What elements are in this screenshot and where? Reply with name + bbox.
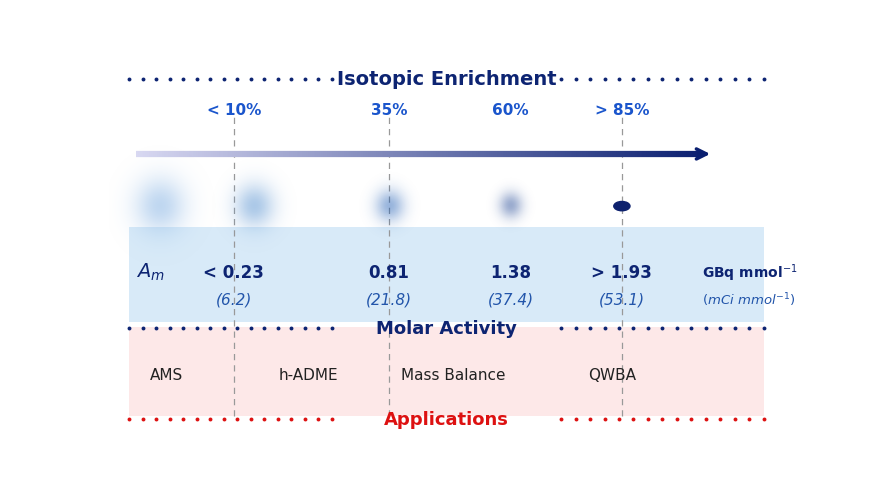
Text: > 85%: > 85%	[595, 103, 649, 118]
Text: (21.8): (21.8)	[366, 292, 412, 307]
Text: (37.4): (37.4)	[488, 292, 534, 307]
Text: 60%: 60%	[492, 103, 529, 118]
Text: < 10%: < 10%	[206, 103, 261, 118]
Text: 0.81: 0.81	[368, 264, 409, 281]
Text: QWBA: QWBA	[588, 367, 636, 382]
Text: GBq mmol$^{-1}$: GBq mmol$^{-1}$	[701, 262, 797, 283]
Text: h-ADME: h-ADME	[278, 367, 338, 382]
Text: AMS: AMS	[150, 367, 183, 382]
Text: Molar Activity: Molar Activity	[376, 319, 517, 337]
Text: $(mCi\ mmol^{-1})$: $(mCi\ mmol^{-1})$	[701, 291, 795, 308]
Text: (53.1): (53.1)	[599, 292, 645, 307]
Text: Applications: Applications	[384, 411, 509, 429]
Bar	[129, 327, 764, 416]
Text: 35%: 35%	[371, 103, 408, 118]
Text: (6.2): (6.2)	[215, 292, 252, 307]
Text: 1.38: 1.38	[490, 264, 531, 281]
Text: Isotopic Enrichment: Isotopic Enrichment	[336, 70, 557, 89]
Text: < 0.23: < 0.23	[203, 264, 264, 281]
Text: $A_{m}$: $A_{m}$	[136, 262, 165, 283]
Text: Mass Balance: Mass Balance	[401, 367, 505, 382]
Bar	[129, 228, 764, 323]
Circle shape	[614, 202, 630, 211]
Text: > 1.93: > 1.93	[591, 264, 652, 281]
